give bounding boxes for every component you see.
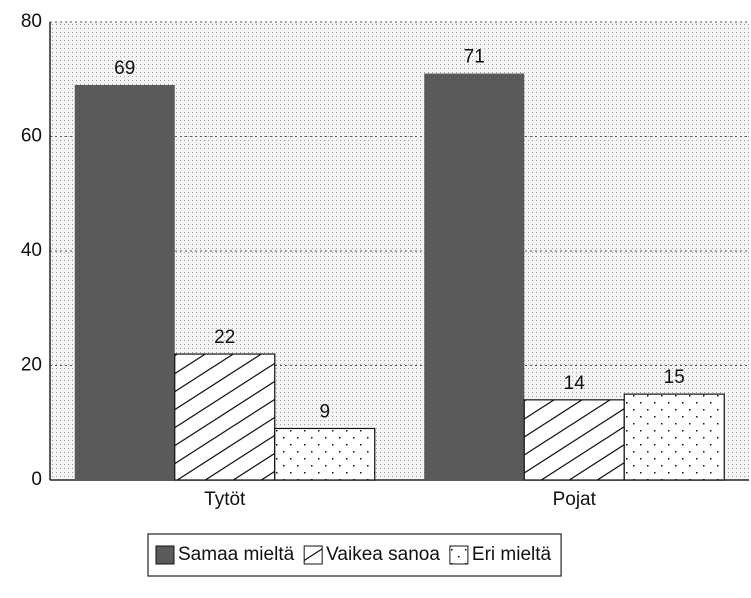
data-label: 69 (114, 58, 135, 79)
x-tick-label: Tytöt (204, 489, 246, 510)
y-tick-label: 40 (21, 240, 42, 261)
legend-label: Eri mieltä (472, 544, 552, 565)
bar (274, 427, 376, 481)
y-tick-label: 0 (31, 469, 42, 490)
legend-label: Vaikea sanoa (326, 544, 440, 565)
legend-label: Samaa mieltä (178, 544, 295, 565)
bar (74, 84, 175, 480)
x-tick-label: Pojat (553, 489, 597, 510)
data-label: 71 (464, 47, 485, 68)
bar (623, 393, 725, 481)
y-tick-label: 20 (21, 355, 42, 376)
data-label: 22 (214, 327, 235, 348)
data-label: 9 (319, 401, 330, 422)
bar (424, 73, 525, 481)
y-tick-label: 80 (21, 11, 42, 32)
legend-box (147, 533, 562, 577)
legend: Samaa mieltä Vaikea sanoa Eri mieltä (147, 533, 562, 577)
bar (174, 353, 276, 481)
data-label: 15 (664, 367, 685, 388)
legend-swatch (303, 545, 323, 565)
y-tick-label: 60 (21, 126, 42, 147)
data-label: 14 (564, 373, 586, 394)
legend-swatch (449, 545, 469, 565)
bar (523, 399, 625, 481)
legend-swatch (155, 545, 175, 565)
